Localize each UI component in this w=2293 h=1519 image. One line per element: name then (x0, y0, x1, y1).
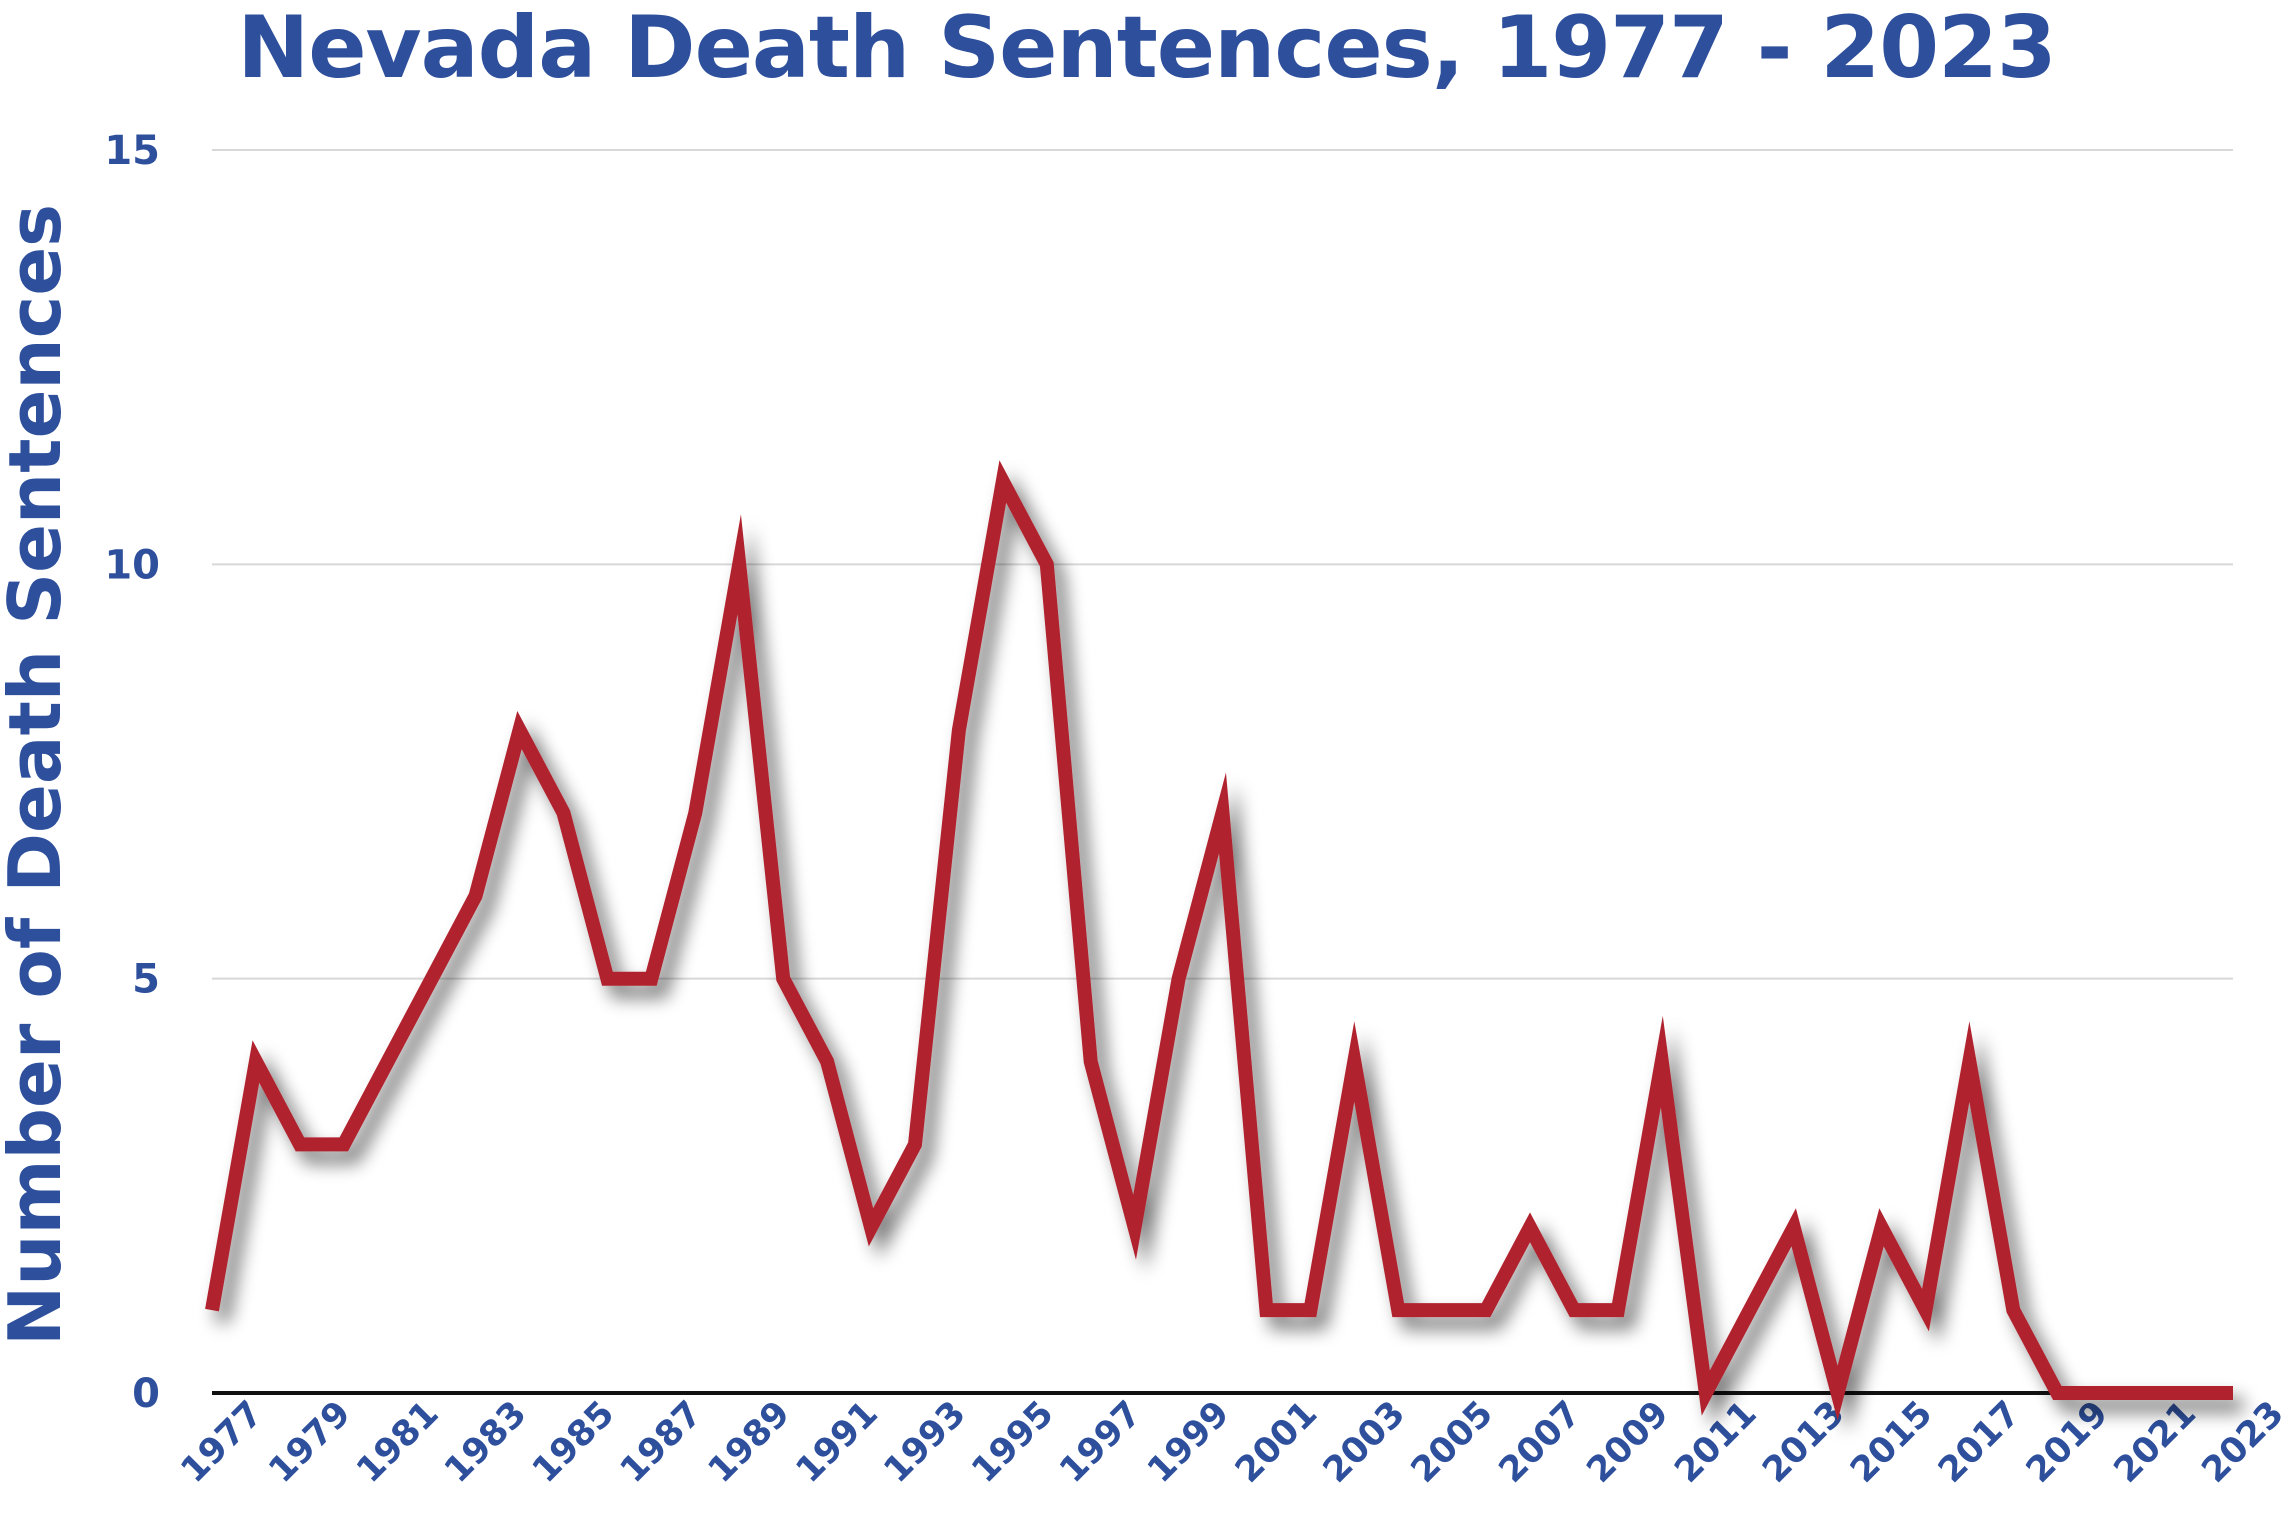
x-tick-label: 1983 (437, 1394, 534, 1491)
x-tick-label: 1993 (877, 1394, 974, 1491)
x-tick-label: 1989 (701, 1394, 798, 1491)
x-tick-label: 2023 (2195, 1394, 2292, 1491)
x-tick-label: 1987 (613, 1394, 710, 1491)
x-tick-label: 2019 (2019, 1394, 2116, 1491)
x-tick-label: 1979 (262, 1394, 359, 1491)
x-tick-label: 2009 (1580, 1394, 1677, 1491)
chart-title: Nevada Death Sentences, 1977 - 2023 (237, 0, 2057, 98)
y-tick-label: 0 (132, 1371, 160, 1417)
x-tick-label: 2001 (1228, 1394, 1325, 1491)
gridlines (212, 149, 2233, 1395)
y-tick-label: 15 (104, 128, 160, 174)
x-tick-label: 2021 (2107, 1394, 2204, 1491)
y-tick-label: 5 (132, 957, 160, 1003)
x-tick-label: 2011 (1667, 1394, 1764, 1491)
y-axis-ticks: 0 5 10 15 (104, 128, 160, 1417)
x-tick-label: 2003 (1316, 1394, 1413, 1491)
series-layer (205, 460, 2233, 1421)
x-tick-label: 2017 (1931, 1394, 2028, 1491)
x-tick-label: 2005 (1404, 1394, 1501, 1491)
x-tick-label: 2007 (1492, 1394, 1589, 1491)
series-line (205, 460, 2233, 1421)
y-axis-label: Number of Death Sentences (0, 204, 77, 1346)
y-tick-label: 10 (104, 542, 160, 588)
x-tick-label: 1999 (1140, 1394, 1237, 1491)
x-tick-label: 2015 (1843, 1394, 1940, 1491)
x-tick-label: 1985 (525, 1394, 622, 1491)
x-tick-label: 1991 (789, 1394, 886, 1491)
x-tick-label: 1981 (349, 1394, 446, 1491)
x-axis-ticks: 1977197919811983198519871989199119931995… (174, 1394, 2292, 1491)
x-tick-label: 1997 (1052, 1394, 1149, 1491)
x-tick-label: 1995 (964, 1394, 1061, 1491)
x-tick-label: 1977 (174, 1394, 271, 1491)
